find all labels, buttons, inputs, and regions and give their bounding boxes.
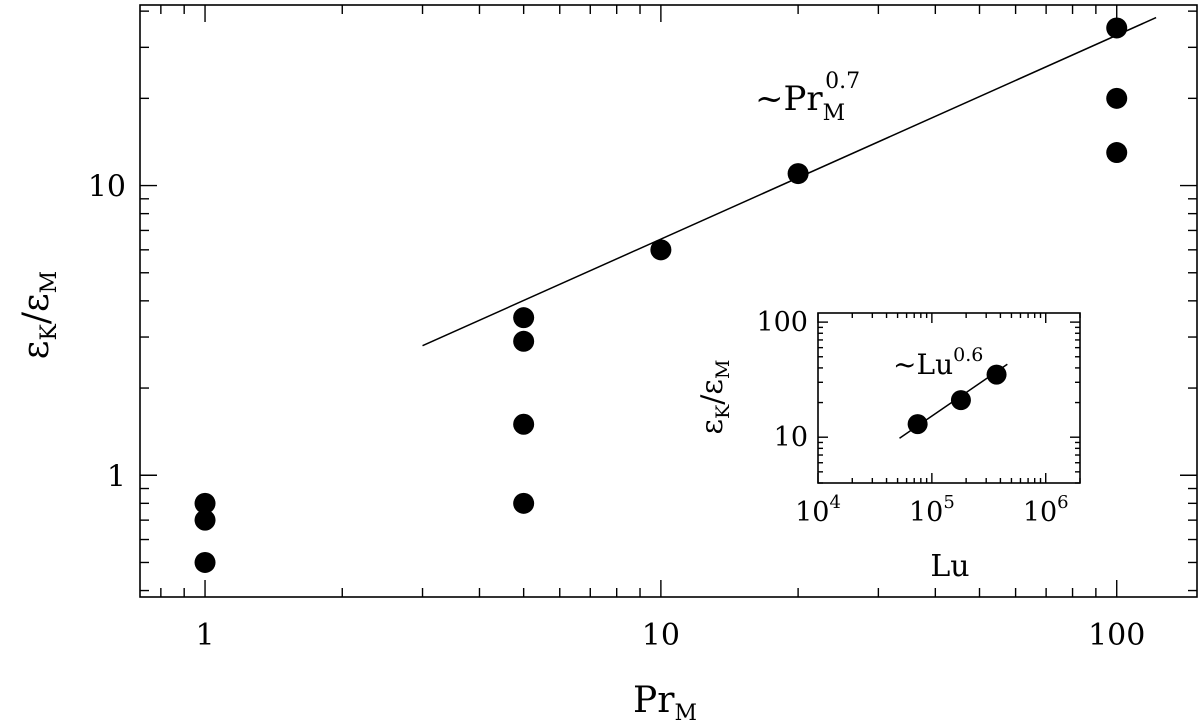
main-data-point [787, 163, 809, 185]
inset-y-tick-label: 100 [756, 307, 808, 338]
inset-data-point [986, 364, 1007, 385]
inset-fit-annotation: ~Lu0.6 [893, 344, 983, 381]
inset-x-tick-label: 104 [795, 492, 841, 528]
main-data-point [194, 509, 216, 531]
main-data-point [1106, 87, 1128, 109]
inset-data-point [950, 390, 971, 411]
main-data-point [1106, 142, 1128, 164]
main-x-tick-label: 1 [195, 618, 214, 653]
main-data-point [194, 551, 216, 573]
inset-plot: 104 105 106 10 100 [756, 307, 1081, 528]
main-data-point [194, 492, 216, 514]
main-plot: 1 10 100 1 10 [88, 4, 1198, 653]
main-x-tick-label: 100 [1088, 618, 1145, 653]
main-fit-line [422, 16, 1157, 347]
main-x-axis-label: PrM [633, 680, 697, 724]
main-data-point [513, 492, 535, 514]
inset-x-axis-label: Lu [930, 549, 969, 584]
main-x-tick-label: 10 [642, 618, 680, 653]
inset-x-tick-label: 105 [909, 492, 955, 528]
main-fit-annotation: ~PrM0.7 [755, 69, 860, 126]
inset-x-tick-label: 106 [1023, 492, 1069, 528]
main-data-point [513, 307, 535, 329]
main-y-axis-label: εK/εM [16, 271, 62, 359]
inset-plot-frame [817, 312, 1081, 484]
inset-y-axis-label: εK/εM [695, 360, 734, 435]
main-y-tick-label: 10 [88, 170, 126, 205]
main-data-point [513, 413, 535, 435]
main-y-tick-label: 1 [107, 459, 126, 494]
main-data-point [1106, 17, 1128, 39]
inset-y-tick-label: 10 [774, 422, 808, 453]
main-data-point [650, 239, 672, 261]
main-data-point [513, 330, 535, 352]
inset-data-point [907, 414, 928, 435]
